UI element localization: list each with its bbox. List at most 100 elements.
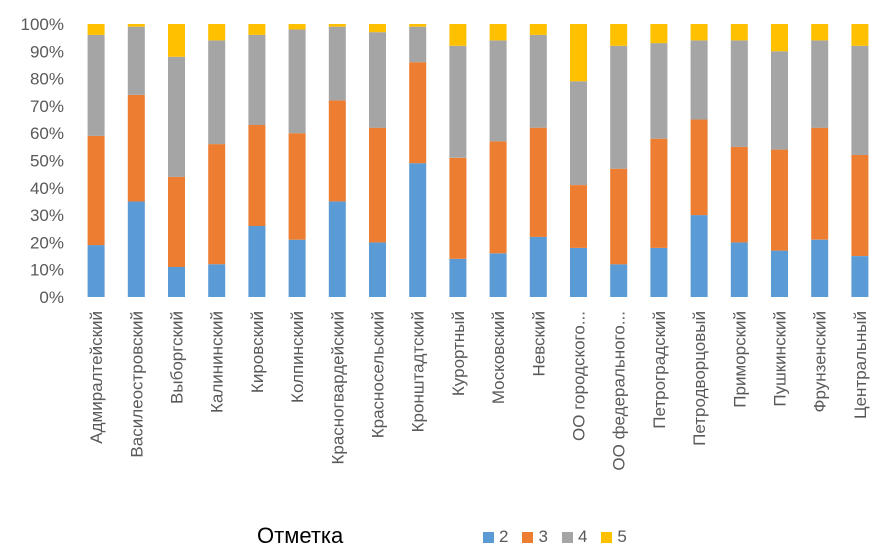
bar-segment-4 <box>369 32 386 128</box>
bar-segment-4 <box>610 45 628 169</box>
x-axis: Адмиралтейский Василеостровский Выборгский… <box>87 311 870 471</box>
bar-segment-5 <box>570 24 587 82</box>
y-tick-label: 0% <box>39 288 64 307</box>
stacked-bar-chart: 0% 10% 20% 30% 40% 50% 60% 70% 80% 90% 100% Адмира… <box>21 15 870 471</box>
bar-segment-2 <box>771 250 788 297</box>
x-tick-label: Приморский <box>730 311 749 408</box>
bar-segment-2 <box>570 247 587 297</box>
bar-segment-4 <box>288 29 306 134</box>
bar-segment-3 <box>328 100 346 202</box>
bar-segment-2 <box>369 242 386 297</box>
legend-title: Отметка <box>257 523 344 548</box>
x-tick-label: Красносельский <box>369 311 388 438</box>
bar-segment-2 <box>449 258 467 297</box>
bar-segment-2 <box>409 163 427 297</box>
bar-segment-4 <box>409 26 427 63</box>
y-tick-label: 90% <box>30 42 64 61</box>
bar-segment-5 <box>449 24 467 46</box>
bar-segment-2 <box>168 267 185 297</box>
bar-segment-2 <box>851 256 869 297</box>
bar-segment-4 <box>690 40 708 120</box>
bar-segment-2 <box>811 239 829 297</box>
bar-segment-4 <box>529 34 547 128</box>
y-tick-label: 40% <box>30 179 64 198</box>
legend-label: 5 <box>617 527 627 546</box>
bar-segment-2 <box>610 264 628 297</box>
bar-segment-3 <box>369 127 386 243</box>
x-tick-label: Центральный <box>851 311 870 419</box>
bar-segment-3 <box>409 62 427 164</box>
bar-segment-3 <box>288 133 306 240</box>
y-tick-label: 10% <box>30 261 64 280</box>
bar-segment-3 <box>771 149 788 251</box>
bar-segment-2 <box>489 253 507 297</box>
bar-segment-4 <box>811 40 829 128</box>
bar-segment-4 <box>87 34 105 136</box>
bar-segment-5 <box>610 24 628 46</box>
bar-segment-2 <box>529 236 547 297</box>
bar-segment-5 <box>851 24 869 46</box>
bar-segment-2 <box>248 226 266 297</box>
legend-swatch <box>601 531 613 543</box>
legend-swatch <box>483 531 494 543</box>
bar-segment-5 <box>489 24 507 41</box>
y-axis: 0% 10% 20% 30% 40% 50% 60% 70% 80% 90% 100% <box>21 15 64 307</box>
legend-item-3: 3 <box>522 527 548 547</box>
bar-segment-4 <box>449 45 467 158</box>
bar-segment-5 <box>248 24 266 35</box>
bar-segment-5 <box>87 24 105 35</box>
bar-segment-4 <box>650 43 668 139</box>
bar-segment-2 <box>328 201 346 297</box>
y-tick-label: 70% <box>30 97 64 116</box>
bar-segment-3 <box>87 135 105 246</box>
bar-segment-4 <box>570 81 587 185</box>
x-tick-label: Кронштадтский <box>409 311 428 432</box>
x-tick-label: Пушкинский <box>771 311 790 407</box>
y-tick-label: 20% <box>30 233 64 252</box>
x-tick-label: ОО городского... <box>570 311 589 441</box>
x-tick-label: Адмиралтейский <box>87 311 106 444</box>
x-tick-label: Московский <box>489 311 508 404</box>
legend-label: 3 <box>538 527 548 546</box>
legend-label: 4 <box>577 527 588 546</box>
bars <box>87 24 869 297</box>
x-tick-label: Выборгский <box>168 311 187 404</box>
x-tick-label: Кировский <box>248 311 267 393</box>
bar-segment-3 <box>529 127 547 237</box>
legend-label: 2 <box>499 527 509 546</box>
y-tick-label: 50% <box>30 152 64 171</box>
x-tick-label: ОО федерального... <box>610 311 629 471</box>
bar-segment-3 <box>811 127 829 240</box>
legend-swatch <box>522 531 534 543</box>
bar-segment-5 <box>529 24 547 35</box>
x-tick-label: Василеостровский <box>127 311 146 458</box>
bar-segment-5 <box>650 24 668 44</box>
bar-segment-4 <box>168 56 185 177</box>
bar-segment-4 <box>127 26 145 95</box>
bar-segment-2 <box>650 247 668 297</box>
y-tick-label: 80% <box>30 70 64 89</box>
bar-segment-3 <box>489 141 507 254</box>
bar-segment-4 <box>851 45 869 155</box>
legend-item-5: 5 <box>601 527 627 547</box>
bar-segment-5 <box>127 24 145 27</box>
x-tick-label: Петродворцовый <box>690 311 709 446</box>
bar-segment-3 <box>650 138 668 248</box>
bar-segment-5 <box>690 24 708 41</box>
bar-segment-5 <box>409 24 427 27</box>
y-tick-label: 60% <box>30 124 64 143</box>
bar-segment-5 <box>168 24 185 57</box>
legend-item-4: 4 <box>561 527 588 547</box>
bar-segment-5 <box>811 24 829 41</box>
bar-segment-3 <box>248 125 266 226</box>
x-tick-label: Калининский <box>208 311 227 413</box>
bar-segment-3 <box>208 144 226 265</box>
x-tick-label: Курортный <box>449 311 468 396</box>
bar-segment-3 <box>730 146 748 243</box>
bar-segment-2 <box>690 215 708 297</box>
bar-segment-4 <box>489 40 507 142</box>
bar-segment-2 <box>127 201 145 297</box>
bar-segment-3 <box>127 95 145 202</box>
bar-segment-3 <box>168 176 185 267</box>
bar-segment-5 <box>328 24 346 27</box>
